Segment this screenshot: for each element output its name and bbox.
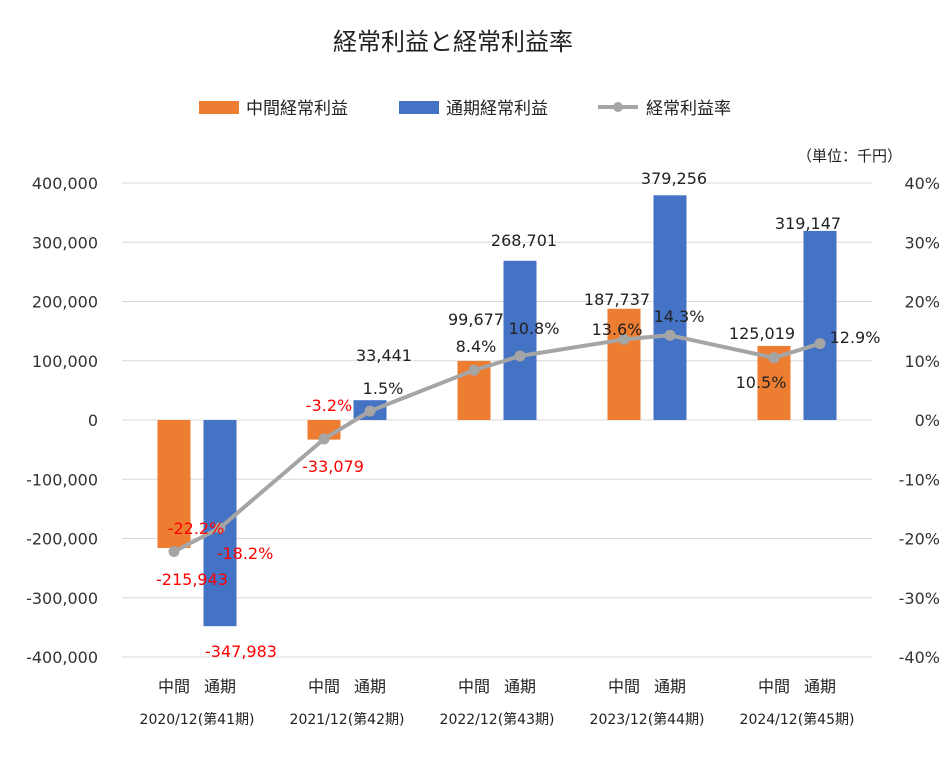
bar-interim: [607, 308, 641, 420]
bar-value-label: 99,677: [448, 310, 504, 329]
ratio-value-label: 14.3%: [654, 307, 705, 326]
unit-note: （単位：千円）: [797, 147, 902, 165]
legend-swatch-ratio-marker: [613, 102, 623, 112]
ratio-value-label: -22.2%: [168, 519, 225, 538]
ratio-point: [318, 433, 330, 445]
y-right-tick-label: -10%: [899, 470, 940, 489]
bar-value-label: -215,943: [156, 570, 228, 589]
bar-value-label: 268,701: [491, 231, 557, 250]
y-left-tick-label: 300,000: [32, 233, 98, 252]
bar-value-label: 379,256: [641, 169, 707, 188]
legend: 中間経常利益 通期経常利益 経常利益率: [199, 99, 731, 119]
y-left-tick-label: -400,000: [26, 648, 98, 667]
x-bar-label-interim: 中間: [458, 677, 490, 696]
x-period-label: 2023/12(第44期): [590, 711, 705, 728]
y-axis-right: 40% 30% 20% 10% 0% -10% -20% -30% -40%: [899, 174, 940, 667]
bar-value-label: 33,441: [356, 346, 412, 365]
x-bar-label-annual: 通期: [804, 677, 836, 696]
legend-label-annual: 通期経常利益: [446, 99, 548, 119]
ratio-value-label: -18.2%: [217, 544, 274, 563]
y-right-tick-label: 10%: [904, 352, 940, 371]
y-right-tick-label: 30%: [904, 233, 940, 252]
x-bar-label-annual: 通期: [354, 677, 386, 696]
legend-swatch-annual: [399, 101, 439, 114]
bar-value-label: 319,147: [775, 214, 841, 233]
legend-label-interim: 中間経常利益: [246, 99, 348, 119]
bar-annual: [803, 230, 837, 420]
x-bar-label-annual: 通期: [654, 677, 686, 696]
bar-value-label: -347,983: [205, 642, 277, 661]
ratio-series-line: [173, 333, 821, 554]
bar-value-label: -33,079: [302, 457, 364, 476]
y-left-tick-label: 0: [88, 411, 98, 430]
y-left-tick-label: 100,000: [32, 352, 98, 371]
x-bar-label-annual: 通期: [504, 677, 536, 696]
bar-annual: [503, 260, 537, 420]
y-right-tick-label: 40%: [904, 174, 940, 193]
x-bar-label-interim: 中間: [758, 677, 790, 696]
ratio-point: [214, 522, 226, 534]
ratio-value-label: 12.9%: [830, 328, 881, 347]
ratio-value-label: 1.5%: [363, 379, 404, 398]
ratio-point: [168, 546, 180, 558]
y-left-tick-label: -200,000: [26, 530, 98, 549]
gridlines: [122, 182, 872, 658]
x-period-label: 2021/12(第42期): [290, 711, 405, 728]
x-bar-label-interim: 中間: [158, 677, 190, 696]
ratio-value-label: -3.2%: [306, 396, 352, 415]
bar-interim: [157, 420, 191, 548]
y-right-tick-label: 20%: [904, 293, 940, 312]
ratio-point: [364, 405, 376, 417]
data-labels: -215,943 -347,983 -33,079 33,441 99,677 268,7…: [156, 169, 880, 661]
x-period-label: 2024/12(第45期): [740, 711, 855, 728]
ratio-point: [814, 338, 826, 350]
x-period-label: 2020/12(第41期): [140, 711, 255, 728]
x-bar-label-interim: 中間: [608, 677, 640, 696]
ratio-point: [468, 364, 480, 376]
y-left-tick-label: 200,000: [32, 293, 98, 312]
ratio-value-label: 13.6%: [592, 320, 643, 339]
legend-label-ratio: 経常利益率: [646, 99, 731, 119]
y-right-tick-label: -20%: [899, 530, 940, 549]
bar-annual: [653, 195, 687, 420]
bars: [157, 195, 837, 627]
y-right-tick-label: -30%: [899, 589, 940, 608]
ratio-point: [618, 333, 630, 345]
ratio-line: [168, 329, 826, 558]
y-right-tick-label: -40%: [899, 648, 940, 667]
ratio-value-label: 10.8%: [509, 319, 560, 338]
y-left-tick-label: 400,000: [32, 174, 98, 193]
legend-swatch-interim: [199, 101, 239, 114]
ratio-point: [664, 329, 676, 341]
y-axis-left: 400,000 300,000 200,000 100,000 0 -100,000 -20…: [26, 174, 98, 667]
y-right-tick-label: 0%: [915, 411, 940, 430]
ratio-point: [514, 350, 526, 362]
x-bar-label-interim: 中間: [308, 677, 340, 696]
ratio-point: [768, 352, 780, 364]
chart-title: 経常利益と経常利益率: [333, 28, 573, 56]
x-period-label: 2022/12(第43期): [440, 711, 555, 728]
x-bar-label-annual: 通期: [204, 677, 236, 696]
bar-value-label: 187,737: [584, 290, 650, 309]
ratio-value-label: 10.5%: [736, 373, 787, 392]
bar-value-label: 125,019: [729, 324, 795, 343]
ratio-value-label: 8.4%: [456, 337, 497, 356]
y-left-tick-label: -100,000: [26, 470, 98, 489]
y-left-tick-label: -300,000: [26, 589, 98, 608]
